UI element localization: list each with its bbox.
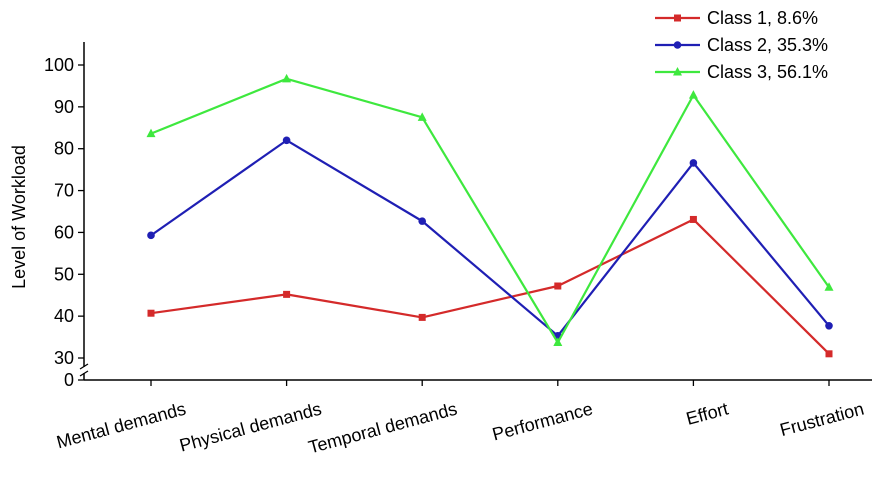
data-point <box>282 73 292 83</box>
x-tick-label: Frustration <box>778 399 866 441</box>
y-tick-label: 60 <box>54 222 74 242</box>
data-point <box>283 290 291 298</box>
y-tick-label: 0 <box>64 370 74 390</box>
series-line <box>150 139 830 337</box>
data-point <box>553 337 563 347</box>
x-tick-label: Mental demands <box>54 399 188 453</box>
legend-label: Class 3, 56.1% <box>707 62 828 82</box>
y-axis-label: Level of Workload <box>9 145 29 289</box>
y-tick-label: 90 <box>54 97 74 117</box>
data-point <box>673 67 682 76</box>
axis-break-mark <box>79 370 89 377</box>
series-line <box>150 218 830 355</box>
series-class-2 <box>147 136 833 340</box>
data-point <box>689 215 697 223</box>
data-point <box>147 231 155 240</box>
y-tick-label: 40 <box>54 306 74 326</box>
data-point <box>418 217 427 225</box>
data-point <box>147 309 155 317</box>
x-tick-label: Physical demands <box>177 399 323 456</box>
series-line <box>150 77 830 344</box>
legend-label: Class 1, 8.6% <box>707 8 818 28</box>
data-point <box>824 282 834 291</box>
data-point <box>825 321 833 330</box>
y-tick-label: 30 <box>54 348 74 368</box>
data-point <box>688 90 698 99</box>
axis-break-mark <box>79 363 89 370</box>
legend: Class 1, 8.6% Class 2, 35.3% Class 3, 56.1… <box>655 8 828 82</box>
series-class-3 <box>146 73 834 347</box>
plot-area: 030 40 50 60 70 80 90 100 Mental demandsPhysical… <box>44 42 872 457</box>
data-point <box>689 159 698 167</box>
data-point <box>554 282 562 290</box>
series-class-1 <box>147 215 833 358</box>
data-point <box>417 112 427 121</box>
x-tick-label: Effort <box>684 399 730 429</box>
x-tick-label: Performance <box>490 399 595 445</box>
data-point <box>418 313 426 321</box>
legend-item: Class 1, 8.6% <box>655 8 818 28</box>
data-point <box>825 350 833 358</box>
x-tick-label: Temporal demands <box>306 399 459 458</box>
legend-label: Class 2, 35.3% <box>707 35 828 55</box>
data-point <box>146 128 156 138</box>
data-point <box>674 14 681 22</box>
legend-item: Class 2, 35.3% <box>655 35 828 55</box>
y-tick-label: 80 <box>54 139 74 159</box>
data-point <box>282 136 291 145</box>
y-tick-label: 50 <box>54 264 74 284</box>
y-tick-label: 100 <box>44 55 74 75</box>
legend-item: Class 3, 56.1% <box>655 62 828 82</box>
data-point <box>673 41 682 49</box>
y-tick-label: 70 <box>54 181 74 201</box>
